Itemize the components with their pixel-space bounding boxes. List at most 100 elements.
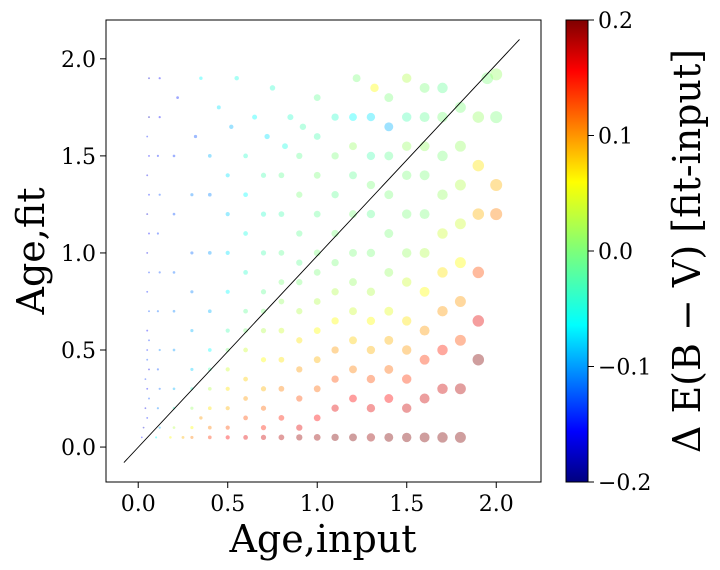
data-point [225,250,230,255]
data-point [146,135,149,138]
data-point [156,232,159,235]
data-point [190,329,194,333]
data-point [207,154,212,158]
data-point [199,416,203,420]
data-point [296,278,303,286]
data-point [172,154,176,158]
data-point [207,425,212,430]
data-point [148,397,150,400]
data-point [296,191,303,198]
data-point [148,193,150,196]
colorbar [565,19,589,483]
data-point [419,247,430,258]
data-point [366,374,376,384]
data-point [148,310,150,313]
data-point [296,308,303,315]
data-point [384,306,394,316]
data-point [313,356,321,364]
data-point [402,277,412,287]
data-point [296,259,303,266]
data-point [243,396,248,401]
colorbar-axis: −0.2 −0.1 0.0 0.1 0.2 [588,9,651,496]
colorbar-tick-label: 0.1 [598,125,633,150]
data-point [349,171,357,180]
data-point [172,426,176,429]
data-point [278,385,285,392]
data-point [419,170,430,181]
data-point [225,367,230,372]
data-point [156,154,159,157]
data-point [472,159,485,172]
data-point [172,387,176,391]
data-point [190,251,194,255]
data-point [207,348,212,352]
data-point [158,387,161,390]
data-point [454,334,466,346]
data-point [296,424,303,431]
data-point [146,213,149,216]
data-point [419,141,430,152]
data-point [384,122,394,132]
data-point [148,116,150,119]
data-point [243,192,248,198]
data-point [260,172,267,178]
data-point [481,72,494,85]
data-point [384,190,394,200]
data-point [146,416,149,419]
data-point [296,395,303,402]
data-point [176,96,179,99]
data-point [158,77,161,80]
data-point [437,189,448,200]
data-point [331,258,339,267]
data-point [146,251,149,254]
identity-line [123,39,520,463]
data-point [454,140,466,152]
data-point [349,336,357,345]
data-point [172,348,176,352]
data-point [349,433,357,442]
data-point [148,77,150,80]
data-point [199,76,203,80]
data-point [278,356,285,363]
data-points [140,68,503,443]
data-point [437,344,448,356]
data-point [243,376,248,382]
data-point [155,436,158,439]
data-point [419,112,430,123]
data-point [366,433,376,442]
data-point [243,308,248,314]
data-point [156,310,159,313]
data-point [419,354,430,365]
data-point [146,329,149,332]
data-point [313,385,321,393]
data-point [278,298,285,305]
data-point [144,407,147,410]
data-point [282,143,288,150]
data-point [402,170,412,180]
data-point [402,316,412,326]
data-point [384,335,394,345]
data-point [454,257,466,269]
data-point [207,251,212,255]
data-point [158,193,161,196]
data-point [384,229,394,238]
data-point [349,113,357,122]
x-tick-label: 0.5 [210,492,245,517]
data-point [146,387,149,390]
data-point [252,114,258,120]
data-point [313,298,321,305]
data-point [331,317,339,325]
data-point [402,141,412,151]
x-axis-label: Age,input [228,517,416,561]
data-point [264,133,270,140]
colorbar-label: Δ E(B − V) [fit-input] [665,49,709,453]
data-point [225,406,230,411]
data-point [148,339,150,342]
data-point [454,101,466,113]
data-point [260,424,267,431]
data-point [190,406,194,410]
data-point [299,123,307,130]
data-point [384,267,394,277]
data-point [243,347,248,353]
